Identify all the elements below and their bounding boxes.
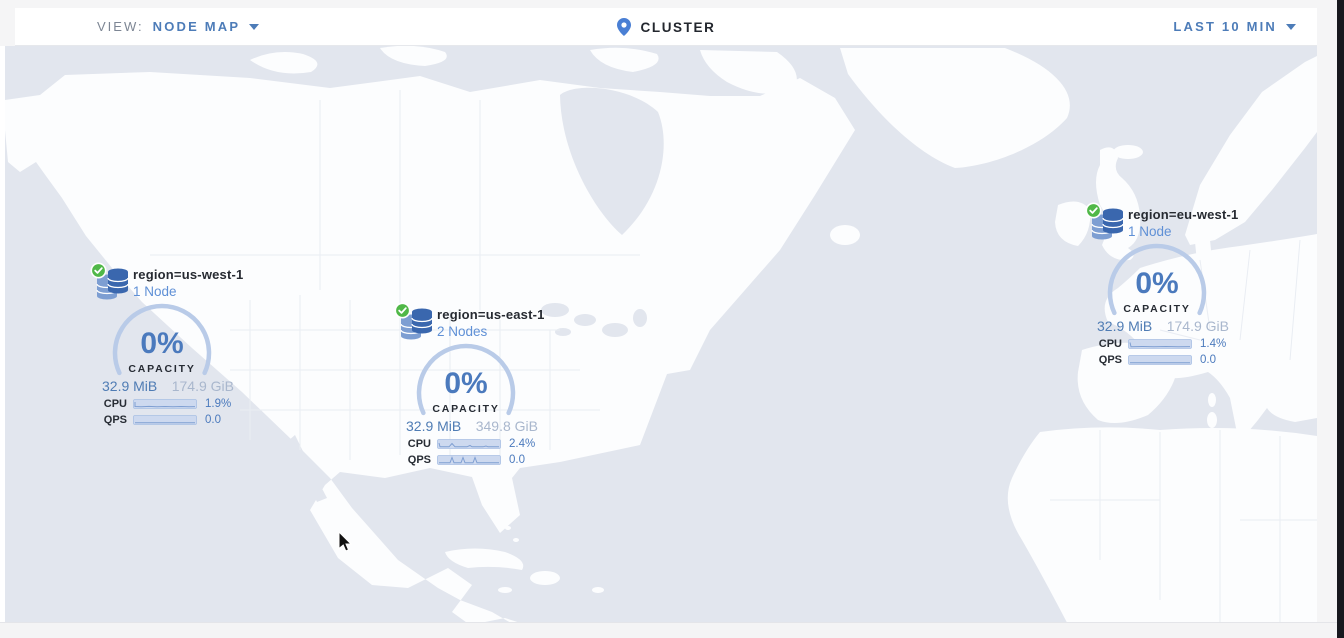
node-count-link[interactable]: 2 Nodes bbox=[437, 324, 488, 339]
capacity-label: CAPACITY bbox=[432, 403, 500, 415]
capacity-total: 174.9 GiB bbox=[1166, 318, 1229, 334]
healthy-check-icon bbox=[1085, 202, 1102, 219]
cpu-label: CPU bbox=[407, 438, 431, 450]
region-label: region=us-west-1 bbox=[133, 267, 244, 282]
capacity-label: CAPACITY bbox=[1123, 303, 1191, 315]
cpu-sparkline bbox=[1128, 339, 1192, 349]
chevron-down-icon bbox=[1286, 23, 1296, 30]
cpu-value: 1.4% bbox=[1200, 338, 1227, 350]
cpu-label: CPU bbox=[1098, 338, 1122, 350]
qps-label: QPS bbox=[407, 454, 431, 466]
node-map-canvas bbox=[5, 46, 1317, 622]
cpu-metric-row: CPU 2.4% bbox=[404, 438, 535, 450]
breadcrumb-cluster: CLUSTER bbox=[640, 19, 716, 35]
region-icon bbox=[1085, 202, 1125, 242]
region-marker-eu-west-1[interactable]: region=eu-west-1 1 Node 0% CAPACITY 32.9… bbox=[1083, 202, 1239, 368]
capacity-used: 32.9 MiB bbox=[102, 378, 158, 394]
capacity-label: CAPACITY bbox=[128, 363, 196, 375]
node-count-link[interactable]: 1 Node bbox=[1128, 224, 1172, 239]
qps-value: 0.0 bbox=[205, 414, 221, 426]
qps-metric-row: QPS 0.0 bbox=[404, 454, 525, 466]
capacity-percent: 0% bbox=[140, 327, 184, 360]
database-icon bbox=[96, 268, 129, 300]
region-label: region=us-east-1 bbox=[437, 307, 545, 322]
capacity-total: 174.9 GiB bbox=[171, 378, 234, 394]
database-icon bbox=[400, 308, 433, 340]
database-icon bbox=[1091, 208, 1124, 240]
time-range-selector[interactable]: LAST 10 MIN bbox=[1173, 19, 1296, 34]
view-selector[interactable]: VIEW: NODE MAP bbox=[97, 19, 260, 34]
view-value: NODE MAP bbox=[152, 19, 241, 34]
capacity-used: 32.9 MiB bbox=[406, 418, 462, 434]
node-count-link[interactable]: 1 Node bbox=[133, 284, 177, 299]
cpu-metric-row: CPU 1.4% bbox=[1095, 338, 1226, 350]
healthy-check-icon bbox=[394, 302, 411, 319]
toolbar: VIEW: NODE MAP CLUSTER LAST 10 MIN bbox=[15, 8, 1317, 46]
region-marker-us-east-1[interactable]: region=us-east-1 2 Nodes 0% CAPACITY 32.… bbox=[392, 302, 544, 468]
bottom-gutter bbox=[0, 622, 1337, 638]
qps-value: 0.0 bbox=[509, 454, 525, 466]
time-range-value: LAST 10 MIN bbox=[1173, 19, 1277, 34]
capacity-gauge-arc bbox=[1107, 243, 1207, 316]
window-edge bbox=[1337, 0, 1344, 638]
capacity-gauge-arc bbox=[416, 343, 516, 416]
capacity-used: 32.9 MiB bbox=[1097, 318, 1153, 334]
capacity-total: 349.8 GiB bbox=[475, 418, 538, 434]
cpu-sparkline bbox=[437, 439, 501, 449]
capacity-percent: 0% bbox=[444, 367, 488, 400]
cpu-metric-row: CPU 1.9% bbox=[100, 398, 231, 410]
cpu-sparkline bbox=[133, 399, 197, 409]
capacity-values: 32.9 MiB 349.8 GiB bbox=[392, 418, 544, 434]
qps-sparkline bbox=[437, 455, 501, 465]
capacity-percent: 0% bbox=[1135, 267, 1179, 300]
capacity-gauge-arc bbox=[112, 303, 212, 376]
cpu-value: 2.4% bbox=[509, 438, 536, 450]
qps-label: QPS bbox=[103, 414, 127, 426]
healthy-check-icon bbox=[90, 262, 107, 279]
capacity-values: 32.9 MiB 174.9 GiB bbox=[88, 378, 240, 394]
content-left-gutter bbox=[0, 46, 5, 622]
capacity-values: 32.9 MiB 174.9 GiB bbox=[1083, 318, 1235, 334]
region-icon bbox=[90, 262, 130, 302]
qps-sparkline bbox=[1128, 355, 1192, 365]
chevron-down-icon bbox=[249, 23, 260, 30]
cpu-value: 1.9% bbox=[205, 398, 232, 410]
qps-value: 0.0 bbox=[1200, 354, 1216, 366]
qps-metric-row: QPS 0.0 bbox=[1095, 354, 1216, 366]
view-label: VIEW: bbox=[97, 19, 144, 34]
world-map bbox=[5, 46, 1317, 622]
cpu-label: CPU bbox=[103, 398, 127, 410]
region-icon bbox=[394, 302, 434, 342]
region-label: region=eu-west-1 bbox=[1128, 207, 1239, 222]
qps-metric-row: QPS 0.0 bbox=[100, 414, 221, 426]
qps-sparkline bbox=[133, 415, 197, 425]
map-pin-icon bbox=[616, 18, 631, 36]
qps-label: QPS bbox=[1098, 354, 1122, 366]
region-marker-us-west-1[interactable]: region=us-west-1 1 Node 0% CAPACITY 32.9… bbox=[88, 262, 244, 428]
